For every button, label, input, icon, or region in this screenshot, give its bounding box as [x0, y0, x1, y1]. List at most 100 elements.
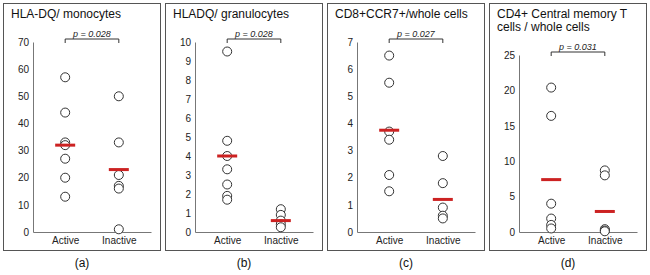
x-axis: ActiveInactive: [196, 232, 314, 246]
y-tick-label: 5: [347, 91, 353, 102]
x-tick-label: Active: [538, 235, 566, 246]
p-value: p = 0.031: [558, 42, 597, 52]
y-tick: 9: [185, 56, 195, 67]
data-point: [276, 223, 285, 232]
y-tick-label: 10: [18, 200, 30, 211]
y-tick: 50: [18, 91, 33, 102]
y-tick: 0: [185, 227, 195, 238]
panel: HLADQ/ granulocytes012345678910ActiveIna…: [166, 4, 323, 271]
data-point: [61, 173, 70, 182]
panel: HLA-DQ/ monocytes010203040506070ActiveIn…: [4, 4, 161, 271]
panel-frame: [4, 4, 161, 251]
panel: CD4+ Central memory Tcells / whole cells…: [490, 4, 647, 271]
y-tick-label: 30: [18, 145, 30, 156]
marks: [541, 83, 615, 236]
data-point: [438, 214, 447, 223]
y-tick: 5: [185, 132, 195, 143]
title-line: CD8+CCR7+/whole cells: [335, 7, 468, 21]
y-tick-label: 1: [185, 208, 191, 219]
y-tick: 5: [347, 91, 357, 102]
y-tick: 10: [18, 200, 33, 211]
data-point: [223, 165, 232, 174]
data-point: [600, 171, 609, 180]
data-point: [114, 138, 123, 147]
figure: HLA-DQ/ monocytes010203040506070ActiveIn…: [0, 0, 650, 275]
mean-bar: [109, 168, 129, 171]
y-tick-label: 2: [347, 172, 353, 183]
p-value: p = 0.028: [234, 29, 273, 39]
y-tick: 4: [185, 151, 195, 162]
y-tick-label: 10: [504, 156, 516, 167]
y-axis: 0 5 10 15 20 25: [504, 50, 520, 238]
y-axis: 012345678910: [180, 37, 196, 238]
y-axis: 01234567: [347, 37, 357, 238]
data-point: [61, 154, 70, 163]
data-point: [600, 226, 609, 235]
data-point: [547, 199, 556, 208]
significance-bracket: [227, 39, 281, 43]
y-tick: 7: [347, 37, 357, 48]
x-axis: Active Inactive: [520, 232, 638, 246]
y-tick-label: 4: [185, 151, 191, 162]
y-tick: 6: [185, 113, 195, 124]
x-tick: Active: [214, 232, 242, 246]
y-tick-label: 3: [185, 170, 191, 181]
x-axis: ActiveInactive: [34, 232, 152, 246]
data-point: [114, 171, 123, 180]
data-point: [61, 108, 70, 117]
y-tick-label: 15: [504, 121, 516, 132]
data-point: [61, 192, 70, 201]
y-tick: 70: [18, 37, 33, 48]
y-tick: 3: [347, 145, 357, 156]
data-point: [114, 225, 123, 234]
x-tick-label: Active: [52, 235, 80, 246]
mean-bar: [217, 155, 237, 158]
y-tick: 5: [509, 191, 519, 202]
data-point: [223, 180, 232, 189]
data-point: [547, 111, 556, 120]
x-tick-label: Inactive: [588, 235, 623, 246]
p-value: p = 0.027: [396, 29, 436, 39]
y-tick: 3: [185, 170, 195, 181]
significance-bracket: [551, 52, 605, 56]
y-tick-label: 7: [347, 37, 353, 48]
marks: [217, 47, 291, 232]
mean-bar: [433, 198, 453, 201]
y-tick: 20: [504, 85, 519, 96]
y-tick-label: 9: [185, 56, 191, 67]
data-point: [223, 195, 232, 204]
y-tick: 20: [18, 172, 33, 183]
mean-bar: [541, 178, 561, 181]
panel: CD8+CCR7+/whole cells01234567ActiveInact…: [328, 4, 485, 271]
mean-bar: [595, 210, 615, 213]
x-axis-line: [196, 232, 314, 233]
y-tick-label: 10: [180, 37, 192, 48]
y-tick-label: 0: [185, 227, 191, 238]
data-point: [385, 51, 394, 60]
data-point: [547, 224, 556, 233]
y-tick: 25: [504, 50, 519, 61]
data-point: [385, 135, 394, 144]
y-tick: 0: [509, 227, 519, 238]
plot: 012345678910ActiveInactivep = 0.028: [180, 29, 314, 246]
y-tick: 10: [504, 156, 519, 167]
y-tick-label: 0: [23, 227, 29, 238]
panel-caption: (b): [237, 256, 252, 270]
y-tick: 2: [347, 172, 357, 183]
y-tick: 60: [18, 64, 33, 75]
data-point: [438, 179, 447, 188]
marks: [55, 73, 129, 234]
title-line: CD4+ Central memory T: [497, 7, 628, 21]
y-tick-label: 20: [504, 85, 516, 96]
panel-caption: (a): [75, 256, 90, 270]
data-point: [385, 171, 394, 180]
data-point: [223, 136, 232, 145]
y-tick-label: 8: [185, 75, 191, 86]
y-tick-label: 4: [347, 118, 353, 129]
p-value: p = 0.028: [72, 29, 111, 39]
panel-frame: [490, 4, 647, 251]
y-axis-line: [33, 43, 34, 233]
y-tick: 10: [180, 37, 195, 48]
panel-frame: [328, 4, 485, 251]
panel-frame: [166, 4, 323, 251]
